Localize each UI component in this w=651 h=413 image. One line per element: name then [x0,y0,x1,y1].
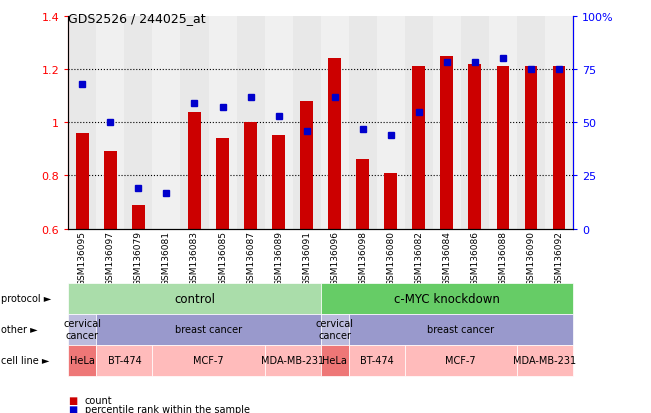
Bar [517,17,545,229]
Bar [441,57,453,229]
Text: BT-474: BT-474 [360,355,394,366]
Bar [349,17,377,229]
Text: HeLa: HeLa [70,355,95,366]
Bar [216,139,229,229]
Text: cervical
cancer: cervical cancer [63,318,102,340]
Bar [76,133,89,229]
Bar [320,17,349,229]
Bar [272,136,285,229]
Bar [292,17,320,229]
Text: other ►: other ► [1,324,38,335]
Bar [384,173,397,229]
Bar [525,67,537,229]
Text: breast cancer: breast cancer [175,324,242,335]
Text: cell line ►: cell line ► [1,355,49,366]
Bar [300,102,313,229]
Bar [377,17,405,229]
Text: MDA-MB-231: MDA-MB-231 [513,355,576,366]
Bar [413,67,425,229]
Text: MCF-7: MCF-7 [445,355,476,366]
Bar [132,205,145,229]
Bar [433,17,461,229]
Bar [236,17,264,229]
Text: MDA-MB-231: MDA-MB-231 [261,355,324,366]
Text: breast cancer: breast cancer [427,324,494,335]
Bar [96,17,124,229]
Bar [553,67,565,229]
Text: protocol ►: protocol ► [1,293,51,304]
Text: HeLa: HeLa [322,355,347,366]
Bar [180,17,208,229]
Bar [328,59,341,229]
Bar [264,17,292,229]
Bar [356,160,369,229]
Text: ■: ■ [68,395,77,405]
Bar [469,64,481,229]
Bar [124,17,152,229]
Text: ■: ■ [68,404,77,413]
Bar [497,67,509,229]
Bar [104,152,117,229]
Text: cervical
cancer: cervical cancer [316,318,353,340]
Bar [545,17,573,229]
Text: MCF-7: MCF-7 [193,355,224,366]
Bar [152,17,180,229]
Bar [405,17,433,229]
Text: BT-474: BT-474 [107,355,141,366]
Bar [68,17,96,229]
Text: count: count [85,395,112,405]
Bar [208,17,236,229]
Bar [244,123,257,229]
Text: control: control [174,292,215,305]
Text: c-MYC knockdown: c-MYC knockdown [394,292,500,305]
Bar [489,17,517,229]
Text: percentile rank within the sample: percentile rank within the sample [85,404,249,413]
Text: GDS2526 / 244025_at: GDS2526 / 244025_at [68,12,206,25]
Bar [461,17,489,229]
Bar [188,112,201,229]
